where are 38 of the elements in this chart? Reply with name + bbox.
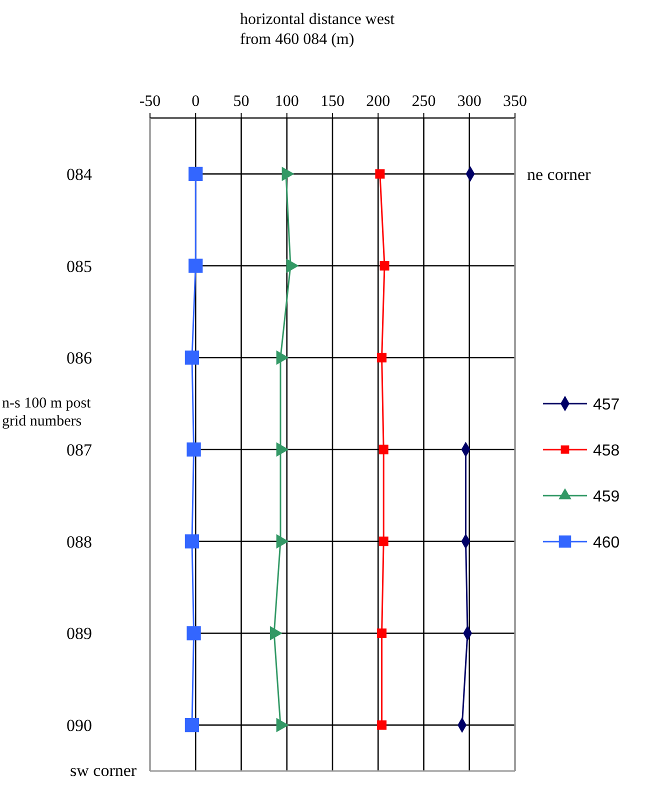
y-tick-label: 087	[66, 440, 92, 460]
point	[188, 258, 203, 273]
text: ne corner	[527, 164, 592, 184]
x-axis-title: horizontal distance west from 460 084 (m)	[240, 11, 396, 48]
y-tick-label: 086	[66, 348, 92, 368]
x-tick-label: 250	[412, 93, 436, 110]
y-tick-label: 085	[66, 256, 92, 276]
point	[186, 442, 201, 457]
y-tick-label: 090	[66, 716, 92, 736]
x-tick-label: 0	[192, 93, 200, 110]
point	[184, 718, 200, 732]
x-tick-label: 200	[366, 93, 390, 110]
y-axis-title: n-s 100 m post grid numbers	[2, 396, 92, 430]
x-tick-label: 300	[457, 93, 482, 110]
legend-label: 459	[593, 488, 620, 506]
legend-label: 460	[593, 534, 620, 552]
legend-label: 458	[593, 442, 620, 460]
point	[378, 444, 388, 454]
y-tick-label: 084	[66, 164, 92, 184]
x-tick-label: 50	[233, 93, 250, 110]
text: sw corner	[70, 761, 137, 780]
point	[186, 626, 201, 640]
point	[377, 352, 387, 362]
x-tick-label: 100	[274, 93, 299, 110]
point	[380, 261, 390, 271]
point	[377, 720, 387, 730]
point	[188, 166, 203, 181]
y-tick-label: 089	[66, 624, 92, 644]
point	[375, 169, 385, 179]
x-tick-label: 350	[503, 93, 527, 110]
point	[378, 536, 388, 546]
point	[184, 534, 200, 548]
point	[377, 628, 387, 638]
x-tick-label: 150	[320, 93, 344, 110]
legend-label: 457	[593, 396, 620, 414]
x-tick-label: -50	[139, 93, 161, 110]
point	[184, 350, 200, 365]
y-tick-label: 088	[66, 532, 92, 552]
